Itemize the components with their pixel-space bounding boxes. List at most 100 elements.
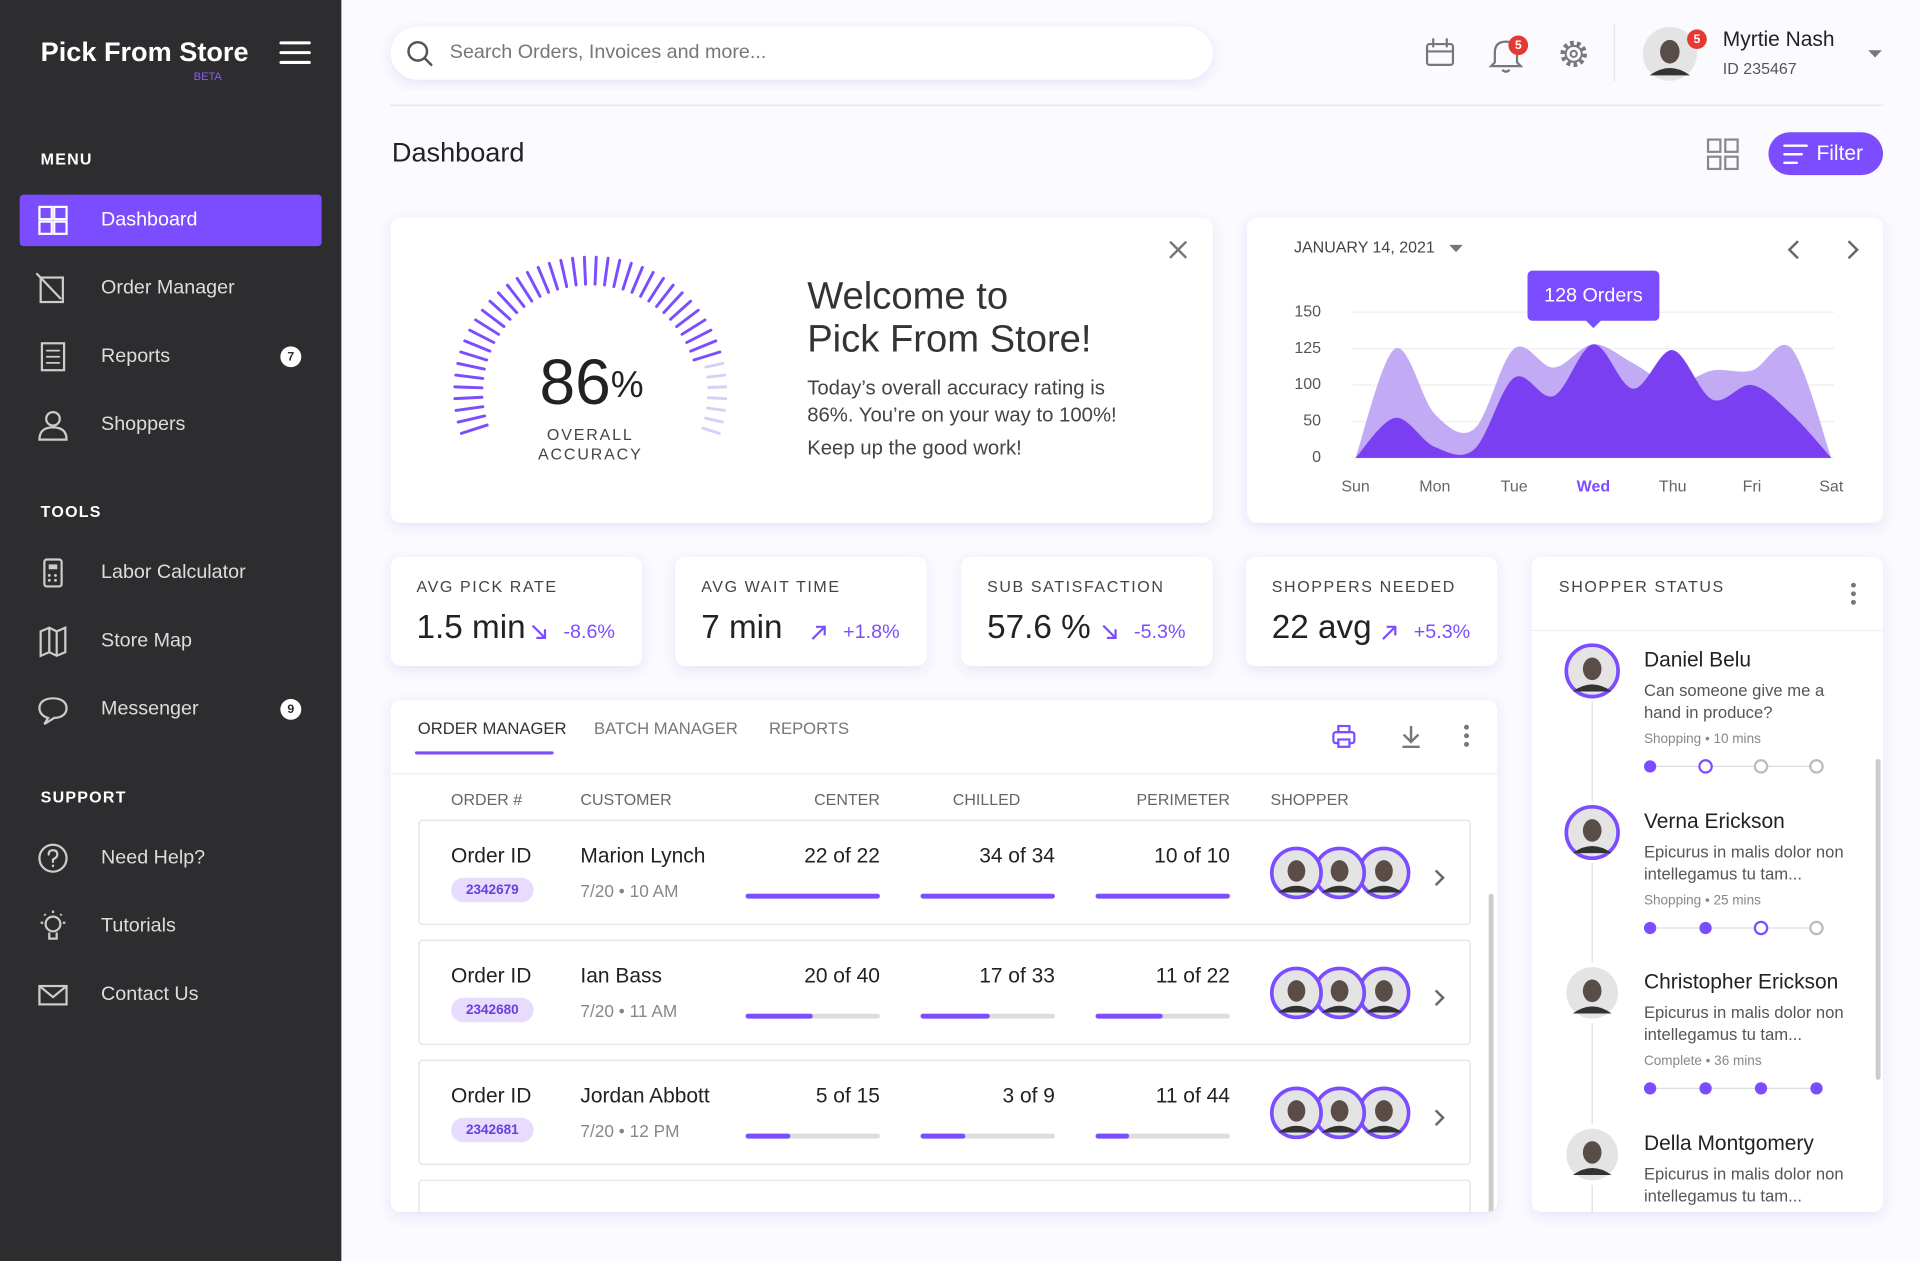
icon xyxy=(38,985,68,999)
metric-label: 10 of 10 xyxy=(1154,845,1230,868)
accuracy-caption: OVERALL xyxy=(547,427,634,444)
nav-item[interactable]: Tutorials xyxy=(40,910,176,940)
grid-view-icon xyxy=(1706,155,1722,171)
row-chevron xyxy=(1434,1109,1445,1126)
nav-item[interactable]: Order Manager xyxy=(35,272,235,304)
section-title: TOOLS xyxy=(41,504,102,521)
more-icon xyxy=(1464,724,1469,730)
nav-item[interactable]: Need Help? xyxy=(38,843,205,873)
gauge-tick xyxy=(706,373,727,379)
filter-button-bg xyxy=(1768,132,1884,176)
shopper-message: Can someone give me a xyxy=(1644,681,1825,700)
metric-label: 11 of 44 xyxy=(1156,1085,1230,1108)
shopper[interactable]: Verna Erickson Epicurus in malis dolor no… xyxy=(1561,801,1844,936)
date-caret[interactable] xyxy=(1449,244,1463,253)
icon xyxy=(40,342,66,372)
icon xyxy=(38,697,68,725)
order-row[interactable]: Order ID 2342681 Jordan Abbott 7/20 • 12 PM… xyxy=(418,1059,1471,1165)
kpi-change: -8.6% xyxy=(563,621,614,643)
gauge-tick xyxy=(639,270,655,298)
avatar-body xyxy=(1572,1006,1612,1014)
nav-item[interactable]: Dashboard xyxy=(19,194,322,247)
customer: Ian Bass xyxy=(580,965,662,988)
gauge-tick xyxy=(705,406,727,412)
tab[interactable]: REPORTS xyxy=(769,719,849,738)
icon xyxy=(38,205,53,221)
gauge-tick xyxy=(480,308,506,329)
gauge-tick xyxy=(453,395,484,401)
x-tick-label: Tue xyxy=(1501,479,1528,496)
gauge-tick xyxy=(669,299,693,321)
welcome-card xyxy=(390,217,1213,523)
settings-icon[interactable] xyxy=(1560,40,1587,68)
icon xyxy=(39,626,67,658)
y-tick-label: 100 xyxy=(1294,376,1321,393)
gauge-tick xyxy=(468,328,496,344)
nav-label: Reports xyxy=(101,345,170,367)
nav-item[interactable]: Shoppers xyxy=(38,410,186,441)
settings-icon xyxy=(1569,49,1578,58)
step-dot xyxy=(1643,760,1657,773)
progress-bar xyxy=(1095,893,1230,899)
gauge-tick xyxy=(692,350,722,362)
nav-item[interactable]: Contact Us xyxy=(38,983,199,1006)
avatar-face xyxy=(1582,979,1602,1003)
x-tick-label: Thu xyxy=(1659,479,1687,496)
nav-icon xyxy=(38,843,68,873)
icon xyxy=(47,573,51,577)
shopper-meta: Complete • 36 mins xyxy=(1644,1053,1762,1068)
y-tick-label: 125 xyxy=(1294,340,1321,357)
column-header: ORDER # xyxy=(451,792,522,809)
gauge-tick xyxy=(525,270,542,298)
print-icon[interactable] xyxy=(1332,724,1356,748)
more-icon xyxy=(1850,599,1856,605)
gauge-tick xyxy=(459,423,489,435)
order-id-pill xyxy=(451,1117,534,1143)
metric-label: 34 of 34 xyxy=(979,845,1055,868)
order-row[interactable]: Order ID 2342679 Marion Lynch 7/20 • 10 AM 2… xyxy=(418,819,1471,925)
row-chevron xyxy=(1434,869,1445,887)
section-title: MENU xyxy=(41,152,93,169)
progress-bar xyxy=(920,893,1055,899)
nav-icon xyxy=(39,626,67,658)
notification-badge xyxy=(1508,35,1529,56)
nav-badge xyxy=(280,346,302,368)
nav-item[interactable]: Store Map xyxy=(39,626,192,658)
nav-item[interactable]: Reports 7 xyxy=(40,342,302,372)
progress-bar xyxy=(1095,1013,1163,1019)
brand-badge: BETA xyxy=(194,71,223,83)
shopper[interactable]: Della Montgomery Epicurus in malis dolor … xyxy=(1561,1123,1844,1206)
accuracy-unit: % xyxy=(611,364,644,405)
close-icon xyxy=(1169,241,1187,259)
more-icon xyxy=(1464,733,1469,739)
shopper-card xyxy=(1531,557,1884,1213)
avatar-face xyxy=(1582,1141,1602,1164)
tab[interactable]: ORDER MANAGER xyxy=(418,719,567,738)
tab[interactable]: BATCH MANAGER xyxy=(594,719,738,738)
filter-button[interactable]: Filter xyxy=(1768,132,1884,176)
step-dot xyxy=(1810,1082,1823,1095)
order-row[interactable]: Order ID 2342680 Ian Bass 7/20 • 11 AM 20 of… xyxy=(418,939,1471,1045)
shopper-message: hand in produce? xyxy=(1644,703,1773,722)
icon xyxy=(38,843,68,873)
nav-item[interactable]: Messenger 9 xyxy=(38,697,302,725)
search-box[interactable] xyxy=(390,26,1213,80)
download-icon[interactable] xyxy=(1402,725,1420,749)
shopper[interactable]: Christopher Erickson Epicurus in malis do… xyxy=(1561,962,1844,1095)
shopper-message: Epicurus in malis dolor non xyxy=(1644,1165,1844,1184)
nav-label: Store Map xyxy=(101,629,192,651)
nav-label: Shoppers xyxy=(101,413,186,435)
calendar-icon[interactable] xyxy=(1425,42,1455,66)
shopper[interactable]: Daniel Belu Can someone give me a hand in … xyxy=(1561,640,1825,774)
user-menu-caret[interactable] xyxy=(1868,50,1882,58)
prev-arrow[interactable] xyxy=(1787,240,1799,260)
grid-view-icon xyxy=(1724,138,1739,153)
x-tick-label: Sat xyxy=(1819,479,1844,496)
nav-item[interactable]: Labor Calculator xyxy=(43,558,246,588)
nav-icon xyxy=(38,410,68,441)
order-time: 7/20 • 10 AM xyxy=(580,881,678,901)
next-arrow[interactable] xyxy=(1847,240,1859,260)
icon xyxy=(47,849,59,868)
